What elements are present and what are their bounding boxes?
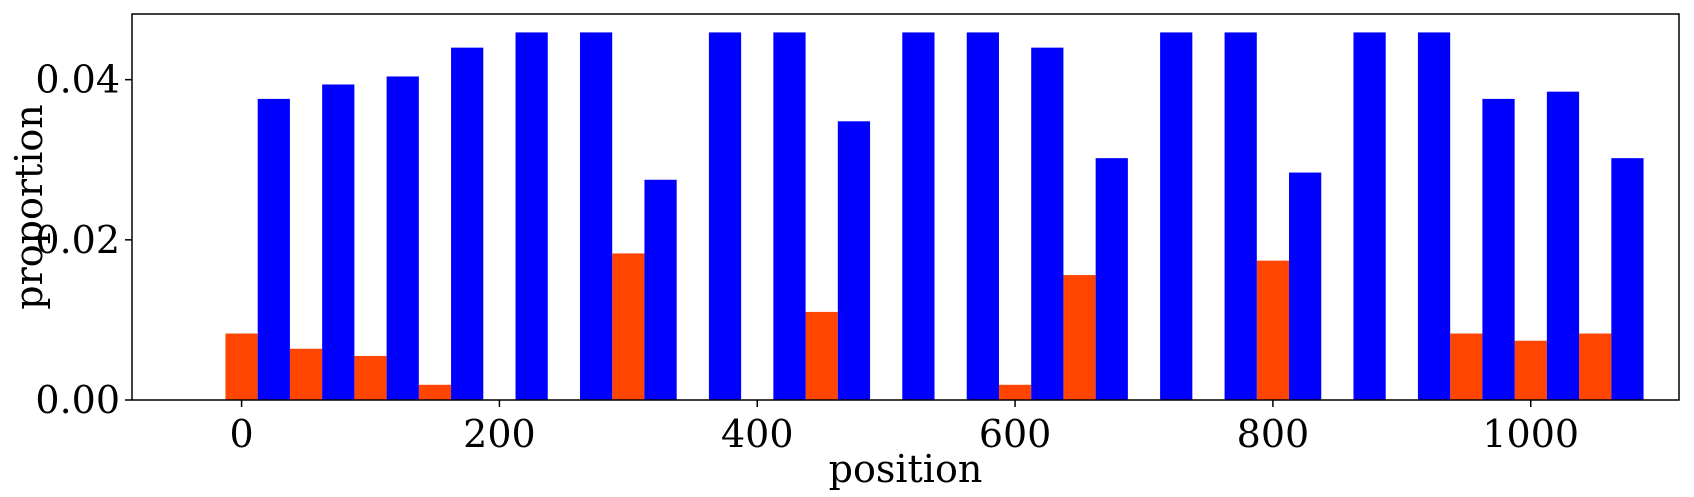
bar-series2-6 [644,179,677,400]
bar-series2-15 [1224,32,1257,400]
bar-series1-2 [354,355,387,400]
bars-layer [225,32,1644,401]
bar-series2-18 [1417,32,1451,400]
bar-series1-0 [225,333,258,400]
bar-series2-2 [386,76,419,401]
y-axis-label: proportion [7,104,51,310]
y-tick-label: 0.00 [35,378,120,422]
y-tick-label: 0.04 [35,58,120,102]
bar-series1-19 [1450,333,1483,400]
bar-series1-13 [1063,275,1096,400]
bar-series2-5 [579,32,613,400]
x-axis-label: position [829,447,983,491]
bar-series2-12 [1031,47,1064,400]
y-tick-label: 0.02 [35,218,120,262]
plot-frame [131,13,1680,401]
x-tick-label: 0 [229,412,253,456]
bar-series1-20 [1514,340,1547,400]
x-tick-label: 200 [463,412,536,456]
x-tick-label: 800 [1237,412,1310,456]
bar-series1-3 [418,384,452,400]
bar-series2-21 [1611,158,1644,400]
bar-series2-11 [966,32,999,400]
bar-series2-4 [515,32,548,400]
bar-series2-10 [902,32,935,400]
bar-series2-1 [322,84,355,401]
bar-series2-20 [1546,91,1580,401]
bar-series1-16 [1256,260,1290,400]
x-tick-label: 600 [979,412,1052,456]
bar-series2-3 [451,47,484,400]
bar-series2-19 [1482,98,1515,400]
x-tick-label: 400 [721,412,794,456]
bar-series2-17 [1353,32,1386,400]
bar-series2-14 [1160,32,1193,400]
bar-series1-1 [289,348,323,400]
bar-series1-12 [998,384,1032,400]
bar-series2-0 [257,98,290,400]
bar-series2-7 [708,32,742,400]
x-axis: 0 200 400 600 800 1000 [229,400,1579,456]
bar-series1-21 [1579,333,1612,400]
bar-series2-16 [1289,172,1322,400]
bar-series2-8 [773,32,806,400]
x-tick-label: 1000 [1482,412,1579,456]
bar-series2-9 [837,121,871,400]
y-axis: 0.00 0.02 0.04 [35,58,132,422]
bar-series2-13 [1095,158,1128,400]
bar-series1-9 [805,311,838,400]
bar-series1-6 [612,253,645,400]
